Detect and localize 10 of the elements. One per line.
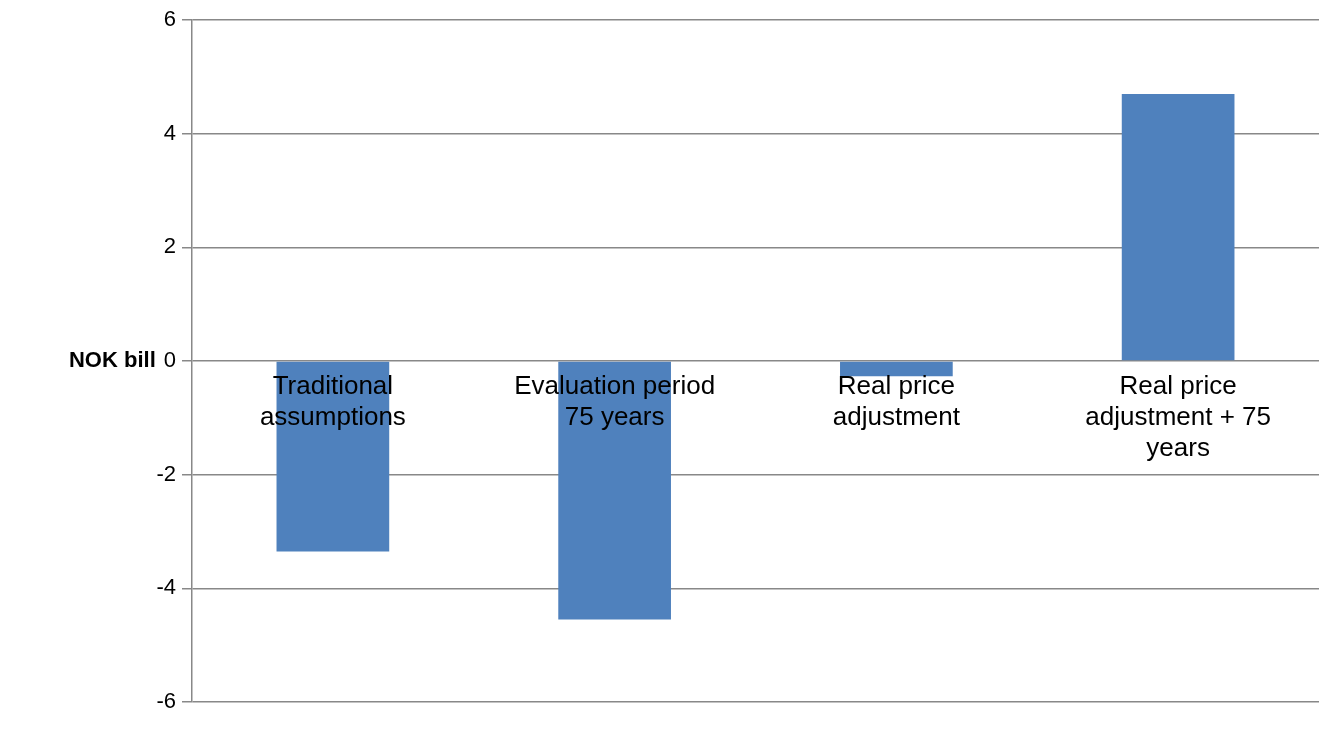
- y-tick-label: -2: [156, 460, 176, 486]
- y-tick-label: 4: [163, 119, 176, 145]
- y-axis-title: NOK bill: [68, 347, 156, 373]
- x-tick-label: Real price adjustment + 75 years: [1085, 369, 1271, 463]
- y-tick-label: 6: [163, 6, 176, 32]
- y-tick-label: -4: [156, 574, 176, 600]
- y-tick-label: 0: [163, 347, 176, 373]
- y-tick-label: -6: [156, 688, 176, 714]
- y-tick-label: 2: [163, 233, 176, 259]
- x-tick-label: Real price adjustment: [832, 369, 961, 431]
